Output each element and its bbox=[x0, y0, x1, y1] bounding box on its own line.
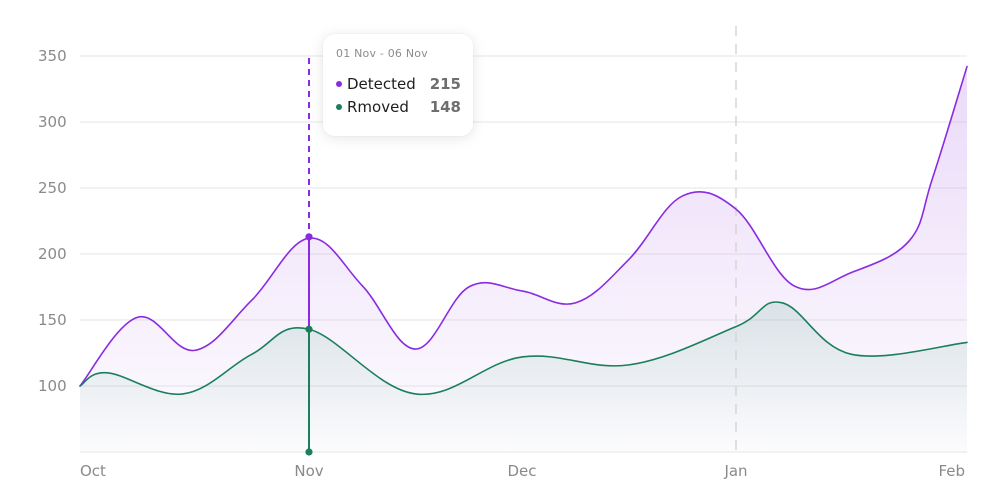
hover-points bbox=[305, 233, 313, 456]
vertical-markers bbox=[308, 26, 737, 452]
y-tick-label: 350 bbox=[38, 47, 67, 65]
x-tick-label: Dec bbox=[507, 462, 536, 480]
x-tick-label: Jan bbox=[723, 462, 747, 480]
tooltip-row-detected: Detected 215 bbox=[336, 72, 461, 95]
tooltip-row-removed: Rmoved 148 bbox=[336, 95, 461, 118]
y-tick-label: 250 bbox=[38, 179, 67, 197]
tooltip-date-range: 01 Nov - 06 Nov bbox=[336, 47, 428, 60]
tooltip-removed-value: 148 bbox=[429, 97, 461, 116]
tooltip-removed-dot bbox=[336, 103, 342, 110]
removed-area bbox=[80, 301, 967, 452]
tooltip: 01 Nov - 06 Nov Detected 215 Rmoved 148 bbox=[323, 34, 473, 136]
y-tick-label: 300 bbox=[38, 113, 67, 131]
removed-line bbox=[79, 301, 968, 396]
tooltip-detected-dot bbox=[336, 80, 342, 87]
baseline-hover-point bbox=[305, 448, 313, 456]
tooltip-detected-name: Detected bbox=[347, 74, 416, 93]
series-lines bbox=[79, 65, 968, 396]
detected-hover-point bbox=[305, 233, 313, 241]
x-tick-label: Nov bbox=[294, 462, 323, 480]
y-tick-label: 200 bbox=[38, 245, 67, 263]
x-tick-label: Feb bbox=[938, 462, 965, 480]
y-tick-label: 150 bbox=[38, 311, 67, 329]
tooltip-detected-value: 215 bbox=[429, 74, 461, 93]
x-tick-label: Oct bbox=[80, 462, 106, 480]
area-fills bbox=[80, 66, 967, 452]
x-axis-ticks: Oct Nov Dec Jan Feb bbox=[80, 462, 965, 480]
y-tick-label: 100 bbox=[38, 377, 67, 395]
detected-line bbox=[79, 65, 968, 387]
tooltip-removed-name: Rmoved bbox=[347, 97, 409, 116]
removed-hover-point bbox=[305, 325, 313, 333]
y-axis-ticks: 350 300 250 200 150 100 bbox=[38, 47, 67, 395]
